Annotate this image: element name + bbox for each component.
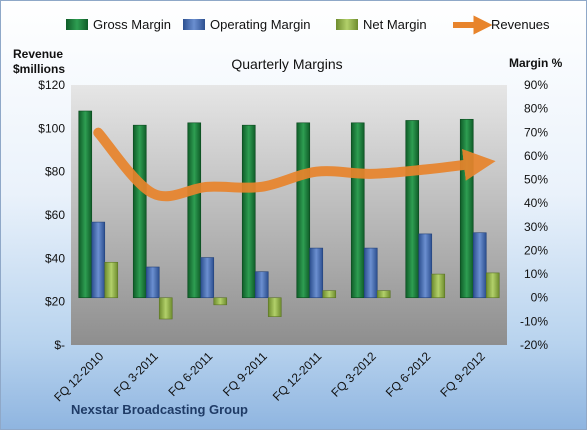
x-tick-label: FQ 12-2010	[51, 349, 106, 404]
legend-label-revenues: Revenues	[491, 17, 550, 32]
bar-operating-margin-3	[200, 257, 215, 299]
bar-operating-margin-8	[472, 232, 487, 299]
left-tick-label: $80	[45, 165, 65, 179]
x-tick-label: FQ 6-2011	[166, 349, 216, 399]
bar-net-margin-6	[376, 290, 391, 299]
bar-operating-margin-5	[309, 247, 324, 299]
left-tick-label: $20	[45, 295, 65, 309]
chart-legend: Gross Margin Operating Margin Net Margin…	[66, 15, 550, 35]
left-tick-label: $-	[54, 338, 65, 352]
bar-operating-margin-6	[363, 247, 378, 299]
bar-gross-margin-4	[241, 124, 256, 299]
bars-layer	[78, 110, 500, 320]
bar-gross-margin-1	[78, 110, 93, 299]
legend-swatch-gross-margin	[66, 19, 88, 30]
right-tick-label: 60%	[524, 149, 548, 163]
right-tick-label: 10%	[524, 267, 548, 281]
bar-operating-margin-2	[145, 266, 160, 299]
right-axis-ticks: -20% -10% 0% 10% 20% 30% 40% 50% 60% 70% 80% 90%	[520, 78, 548, 352]
bar-gross-margin-6	[350, 122, 365, 299]
left-axis-label-line2: $millions	[13, 62, 65, 76]
revenues-line	[93, 127, 496, 202]
bar-operating-margin-7	[418, 233, 433, 299]
bar-gross-margin-5	[296, 122, 311, 299]
left-tick-label: $60	[45, 208, 65, 222]
x-tick-label: FQ 9-2011	[220, 349, 270, 399]
bar-net-margin-7	[431, 273, 446, 299]
left-axis-label-line1: Revenue	[13, 47, 63, 61]
x-tick-label: FQ 9-2012	[437, 349, 488, 400]
legend-label-operating-margin: Operating Margin	[210, 17, 310, 32]
bar-net-margin-8	[485, 272, 500, 299]
company-footer: Nexstar Broadcasting Group	[71, 402, 248, 417]
legend-swatch-net-margin	[336, 19, 358, 30]
bar-net-margin-1	[104, 261, 119, 299]
legend-label-gross-margin: Gross Margin	[93, 17, 171, 32]
revenue-line-layer	[93, 127, 496, 202]
right-tick-label: -10%	[520, 314, 548, 328]
bar-net-margin-2	[158, 297, 173, 320]
right-tick-label: 0%	[531, 291, 549, 305]
x-tick-label: FQ 12-2011	[270, 349, 325, 404]
bar-gross-margin-8	[459, 118, 474, 299]
x-axis-ticks: FQ 12-2010 FQ 3-2011 FQ 6-2011 FQ 9-2011 FQ …	[51, 349, 488, 404]
bar-operating-margin-1	[91, 221, 106, 299]
right-tick-label: 40%	[524, 196, 548, 210]
right-tick-label: 70%	[524, 125, 548, 139]
right-tick-label: 90%	[524, 78, 548, 92]
bar-net-margin-4	[267, 297, 282, 317]
right-tick-label: 50%	[524, 173, 548, 187]
x-tick-label: FQ 6-2012	[383, 349, 434, 400]
bar-gross-margin-3	[187, 122, 202, 299]
right-tick-label: 80%	[524, 102, 548, 116]
right-tick-label: 20%	[524, 243, 548, 257]
left-tick-label: $100	[38, 121, 65, 135]
legend-label-net-margin: Net Margin	[363, 17, 427, 32]
left-tick-label: $120	[38, 78, 65, 92]
left-axis-ticks: $- $20 $40 $60 $80 $100 $120	[38, 78, 65, 352]
bar-net-margin-3	[213, 297, 228, 306]
legend-swatch-operating-margin	[183, 19, 205, 30]
bar-gross-margin-7	[405, 120, 420, 299]
bar-gross-margin-2	[132, 124, 147, 299]
x-tick-label: FQ 3-2012	[328, 349, 379, 400]
x-tick-label: FQ 3-2011	[111, 349, 161, 399]
bar-operating-margin-4	[254, 271, 269, 299]
right-axis-label: Margin %	[509, 56, 563, 70]
right-tick-label: -20%	[520, 338, 548, 352]
chart-title: Quarterly Margins	[231, 56, 342, 72]
right-tick-label: 30%	[524, 220, 548, 234]
left-tick-label: $40	[45, 251, 65, 265]
bar-net-margin-5	[322, 290, 337, 299]
